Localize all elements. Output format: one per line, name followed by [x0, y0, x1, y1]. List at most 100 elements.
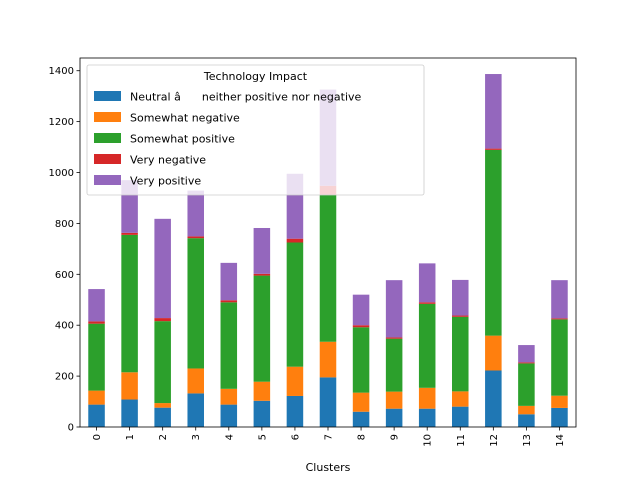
bar-cluster-10-series-2: [418, 303, 436, 388]
x-tick-label: 6: [290, 434, 301, 440]
legend-swatch: [94, 112, 121, 122]
bar-cluster-6-series-3: [286, 238, 304, 243]
bar-cluster-8-series-4: [352, 294, 370, 326]
bar-cluster-14-series-2: [551, 319, 568, 396]
x-tick-label: 7: [324, 434, 335, 440]
bar-cluster-1-series-1: [121, 372, 138, 400]
x-tick-label: 0: [92, 434, 103, 440]
bar-cluster-9-series-0: [385, 408, 403, 427]
bar-cluster-5-series-3: [253, 273, 271, 276]
bar-cluster-14-series-3: [551, 318, 568, 320]
x-tick-label: 13: [522, 434, 533, 447]
bar-cluster-0-series-4: [88, 289, 105, 322]
bar-cluster-10-series-0: [418, 408, 436, 427]
x-tick-label: 8: [357, 434, 368, 440]
bar-cluster-11-series-4: [452, 279, 469, 316]
legend-swatch: [94, 133, 121, 143]
bar-cluster-4-series-2: [220, 302, 238, 389]
x-tick-label: 4: [224, 434, 235, 440]
bar-cluster-8-series-2: [352, 327, 370, 393]
bar-cluster-1-series-2: [121, 234, 138, 373]
y-tick-label: 800: [55, 219, 74, 230]
y-tick-label: 200: [55, 372, 74, 383]
bar-cluster-9-series-2: [385, 338, 403, 392]
bar-cluster-4-series-1: [220, 388, 238, 405]
bar-cluster-9-series-3: [385, 337, 403, 339]
bar-cluster-4-series-4: [220, 262, 238, 301]
legend-title: Technology Impact: [203, 70, 308, 83]
bar-cluster-10-series-3: [418, 302, 436, 304]
bar-cluster-5-series-0: [253, 400, 271, 427]
x-tick-label: 10: [423, 434, 434, 447]
x-tick-label: 3: [191, 434, 202, 440]
bar-cluster-0-series-2: [88, 323, 105, 391]
bar-cluster-9-series-1: [385, 391, 403, 409]
x-axis-label: Clusters: [306, 461, 351, 474]
x-tick-label: 14: [555, 434, 566, 447]
bar-cluster-13-series-0: [518, 414, 535, 427]
y-tick-label: 400: [55, 321, 74, 332]
legend-entry: Neutral â neither positive nor negativ…: [130, 91, 362, 104]
bar-cluster-1-series-0: [121, 399, 138, 427]
bar-cluster-1-series-3: [121, 232, 138, 235]
bar-cluster-7-series-0: [319, 377, 337, 427]
bar-cluster-10-series-4: [418, 263, 436, 303]
bar-cluster-6-series-2: [286, 242, 304, 367]
bar-cluster-5-series-1: [253, 381, 271, 401]
x-tick-label: 5: [257, 434, 268, 440]
bar-cluster-12-series-3: [485, 148, 502, 150]
bar-cluster-6-series-0: [286, 395, 304, 427]
bar-cluster-12-series-4: [485, 74, 502, 149]
bar-cluster-2-series-4: [154, 218, 171, 319]
bar-cluster-0-series-1: [88, 390, 105, 405]
legend: Technology Impact Neutral â neither pos…: [86, 64, 425, 196]
bar-cluster-2-series-0: [154, 407, 171, 427]
bar-cluster-13-series-4: [518, 345, 535, 363]
legend-swatch: [94, 154, 121, 164]
bar-cluster-7-series-1: [319, 341, 337, 378]
bar-cluster-3-series-0: [187, 393, 204, 427]
bar-cluster-3-series-1: [187, 368, 204, 394]
y-tick-label: 1200: [49, 117, 74, 128]
bar-cluster-14-series-0: [551, 407, 568, 427]
bar-cluster-8-series-3: [352, 325, 370, 328]
x-tick-label: 2: [158, 434, 169, 440]
bar-cluster-5-series-2: [253, 275, 271, 382]
bar-cluster-11-series-0: [452, 406, 469, 427]
bar-cluster-10-series-1: [418, 387, 436, 409]
bar-cluster-8-series-1: [352, 392, 370, 412]
y-tick-label: 600: [55, 270, 74, 281]
legend-swatch: [94, 175, 121, 185]
bar-cluster-12-series-2: [485, 149, 502, 336]
y-tick-label: 0: [68, 423, 74, 434]
bar-cluster-4-series-3: [220, 300, 238, 303]
bar-cluster-12-series-0: [485, 370, 502, 427]
bar-cluster-3-series-2: [187, 238, 204, 369]
bar-cluster-14-series-1: [551, 395, 568, 408]
legend-entry: Very positive: [130, 175, 201, 188]
bar-cluster-0-series-3: [88, 321, 105, 324]
bar-cluster-8-series-0: [352, 411, 370, 427]
bar-cluster-13-series-3: [518, 362, 535, 364]
x-tick-label: 12: [489, 434, 500, 447]
x-tick-label: 1: [125, 434, 136, 440]
bar-cluster-3-series-4: [187, 190, 204, 237]
bar-cluster-7-series-2: [319, 194, 337, 342]
y-tick-label: 1400: [49, 66, 74, 77]
bar-cluster-2-series-1: [154, 403, 171, 408]
bar-cluster-11-series-1: [452, 391, 469, 407]
bar-cluster-6-series-1: [286, 366, 304, 396]
legend-entry: Very negative: [130, 154, 206, 167]
legend-entry: Somewhat negative: [130, 112, 240, 125]
bar-cluster-2-series-3: [154, 318, 171, 322]
bar-cluster-0-series-0: [88, 404, 105, 427]
bar-cluster-11-series-3: [452, 315, 469, 317]
bar-cluster-13-series-1: [518, 405, 535, 415]
bar-cluster-12-series-1: [485, 335, 502, 371]
x-tick-label: 11: [456, 434, 467, 447]
legend-entry: Somewhat positive: [130, 133, 235, 146]
legend-frame: [86, 64, 425, 196]
bar-cluster-9-series-4: [385, 280, 403, 338]
